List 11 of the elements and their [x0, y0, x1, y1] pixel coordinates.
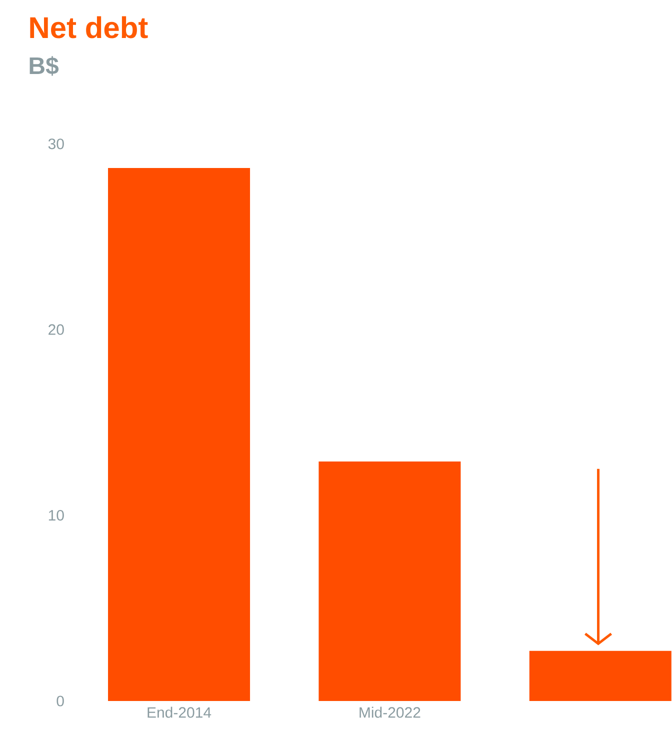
x-tick-label: Mid-2022: [360, 706, 420, 718]
chart-title: Net debt: [30, 16, 148, 38]
chart-subtitle: B$: [30, 56, 59, 76]
bar: [108, 168, 250, 701]
bar: [529, 650, 672, 701]
y-tick-label: 0: [56, 696, 64, 706]
y-tick-label: 30: [48, 138, 64, 150]
y-tick-label: 10: [48, 510, 64, 521]
x-tick-label: End-2014: [148, 706, 212, 718]
bar: [318, 461, 461, 701]
y-tick-label: 20: [48, 324, 64, 335]
